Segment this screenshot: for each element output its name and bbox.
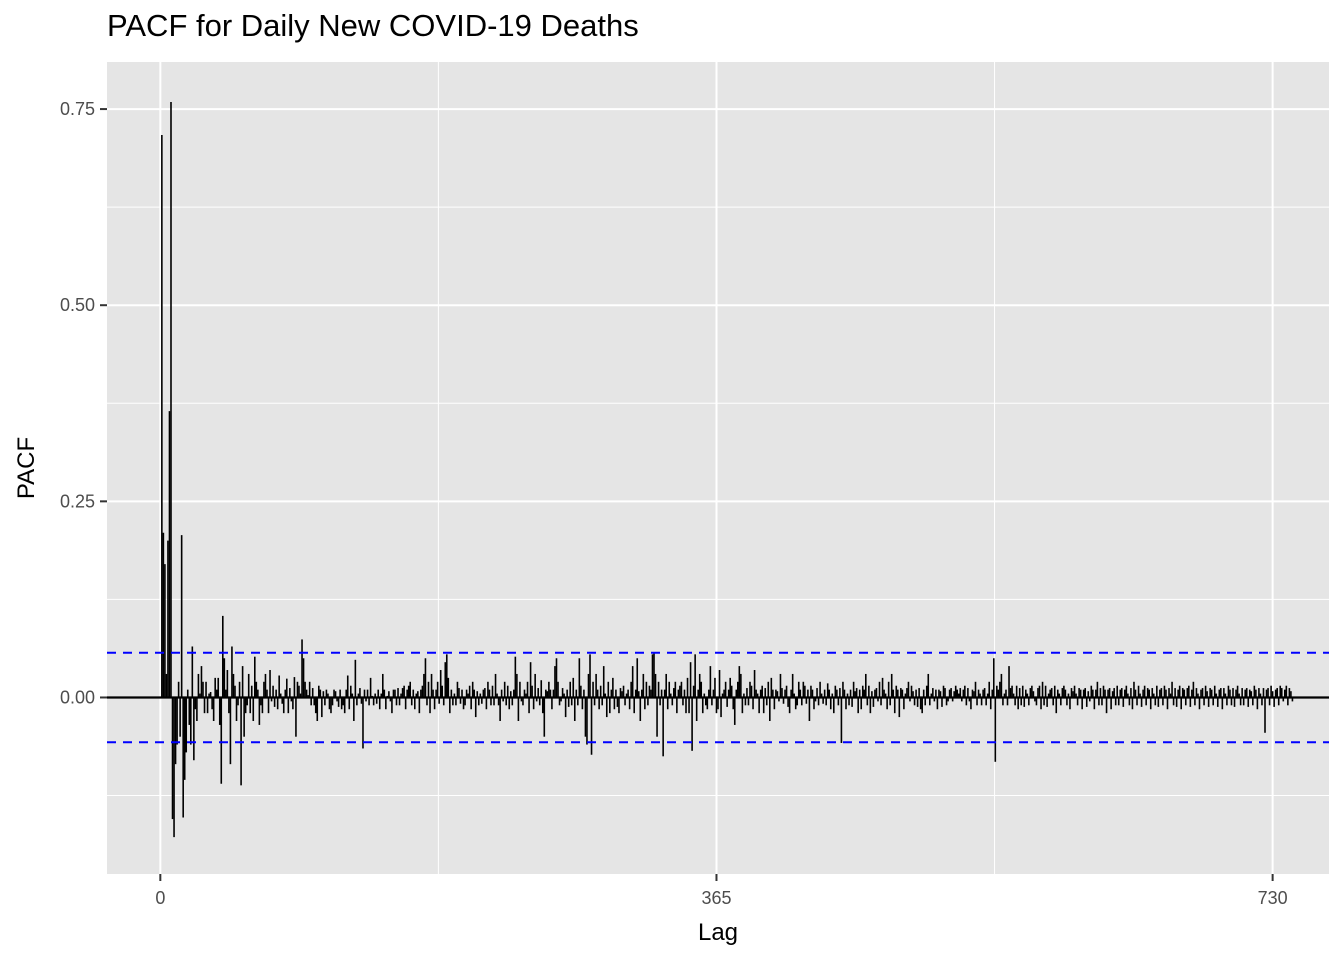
y-axis-label: PACF [13,437,40,499]
x-tick-label: 365 [701,888,731,908]
plot-panel [107,62,1329,874]
y-axis: 0.00 0.25 0.50 0.75 [60,99,107,707]
y-tick-label: 0.75 [60,99,95,119]
chart-title: PACF for Daily New COVID-19 Deaths [107,8,639,43]
pacf-bars [161,102,1294,838]
y-tick-label: 0.00 [60,687,95,707]
x-tick-label: 0 [155,888,165,908]
confidence-bounds [107,651,1329,744]
y-tick-label: 0.25 [60,491,95,511]
y-tick-label: 0.50 [60,295,95,315]
x-axis-label: Lag [698,919,738,946]
x-tick-label: 730 [1258,888,1288,908]
x-axis: 0 365 730 [155,874,1288,908]
